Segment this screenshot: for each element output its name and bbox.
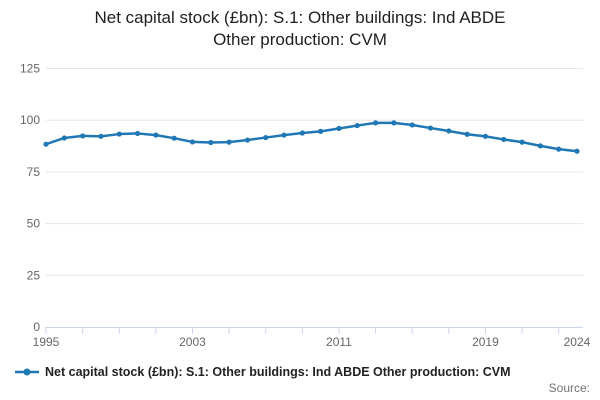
- data-point-marker[interactable]: [171, 135, 177, 141]
- y-tick-label: 100: [20, 113, 40, 127]
- data-point-marker[interactable]: [43, 141, 49, 147]
- data-point-marker[interactable]: [556, 146, 562, 152]
- chart-title: Net capital stock (£bn): S.1: Other buil…: [0, 7, 600, 51]
- data-point-marker[interactable]: [372, 120, 379, 126]
- y-tick-label: 0: [33, 320, 40, 334]
- data-point-marker[interactable]: [226, 139, 232, 145]
- y-tick-label: 125: [20, 62, 40, 76]
- data-point-marker[interactable]: [354, 122, 360, 129]
- data-point-marker[interactable]: [153, 132, 159, 138]
- x-tick-label: 2024: [564, 335, 591, 349]
- data-point-marker[interactable]: [464, 131, 470, 137]
- data-point-marker[interactable]: [61, 135, 67, 141]
- data-point-marker[interactable]: [482, 133, 489, 139]
- data-point-marker[interactable]: [537, 143, 543, 149]
- chart-title-line2: Other production: CVM: [213, 30, 387, 49]
- data-point-marker[interactable]: [446, 128, 452, 134]
- legend-line-icon: [15, 368, 39, 376]
- data-point-marker[interactable]: [299, 130, 305, 136]
- data-point-marker[interactable]: [281, 132, 287, 138]
- y-tick-label: 50: [27, 217, 41, 231]
- data-point-marker[interactable]: [80, 133, 86, 139]
- data-point-marker[interactable]: [519, 139, 525, 145]
- data-point-marker[interactable]: [391, 120, 397, 126]
- legend-item[interactable]: Net capital stock (£bn): S.1: Other buil…: [14, 363, 600, 381]
- y-tick-label: 25: [27, 268, 41, 282]
- y-tick-label: 75: [27, 165, 41, 179]
- data-point-marker[interactable]: [409, 122, 415, 128]
- data-point-marker[interactable]: [244, 137, 251, 143]
- data-point-marker[interactable]: [574, 148, 580, 154]
- legend-item-label: Net capital stock (£bn): S.1: Other buil…: [45, 365, 511, 379]
- chart-title-line1: Net capital stock (£bn): S.1: Other buil…: [94, 8, 506, 27]
- source-label: Source:: [548, 381, 590, 395]
- x-tick-label: 2019: [472, 335, 499, 349]
- data-point-marker[interactable]: [208, 139, 214, 146]
- data-point-marker[interactable]: [263, 134, 269, 141]
- x-tick-label: 2003: [179, 335, 206, 349]
- series-line: [44, 121, 579, 153]
- data-point-marker[interactable]: [336, 125, 342, 132]
- data-point-marker[interactable]: [501, 136, 507, 143]
- data-point-marker[interactable]: [134, 130, 141, 137]
- data-point-marker[interactable]: [116, 131, 122, 137]
- data-point-marker[interactable]: [189, 139, 196, 145]
- x-tick-label: 1995: [33, 335, 60, 349]
- data-point-marker[interactable]: [318, 128, 324, 134]
- data-point-marker[interactable]: [98, 133, 104, 139]
- data-point-marker[interactable]: [427, 125, 434, 131]
- x-tick-label: 2011: [326, 335, 352, 349]
